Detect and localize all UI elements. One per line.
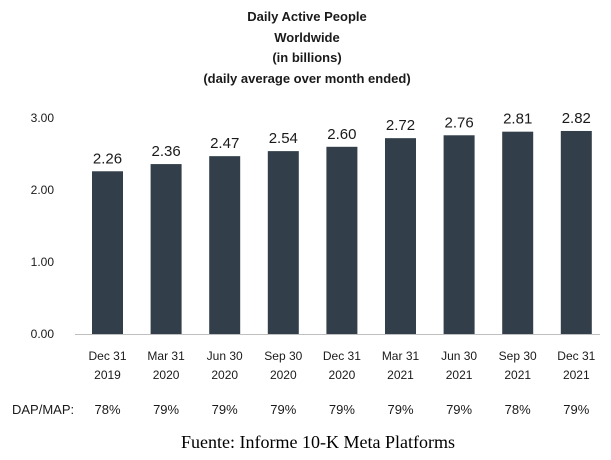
- x-tick-label: Jun 30: [441, 349, 477, 363]
- x-tick-label: Mar 31: [382, 349, 420, 363]
- x-tick-label: 2020: [270, 368, 297, 382]
- x-tick-label: Dec 31: [557, 349, 595, 363]
- x-tick-label: 2020: [153, 368, 180, 382]
- x-tick-label: 2020: [329, 368, 356, 382]
- y-tick-label: 1.00: [31, 255, 55, 269]
- bar-value-label: 2.54: [269, 130, 298, 147]
- bar: [502, 131, 534, 334]
- bar-value-label: 2.60: [327, 126, 356, 143]
- ratio-value: 79%: [387, 402, 413, 417]
- x-tick-label: Mar 31: [147, 349, 185, 363]
- y-tick-label: 2.00: [31, 183, 55, 197]
- source-note: Fuente: Informe 10-K Meta Platforms: [181, 432, 455, 452]
- x-tick-label: 2020: [211, 368, 238, 382]
- chart-title-line: (in billions): [272, 50, 341, 65]
- ratio-value: 78%: [505, 402, 531, 417]
- bar-value-label: 2.26: [93, 150, 122, 167]
- ratio-value: 79%: [446, 402, 472, 417]
- bar-value-label: 2.81: [503, 111, 532, 128]
- bar-value-label: 2.47: [210, 135, 239, 152]
- y-tick-label: 3.00: [31, 111, 55, 125]
- bar-value-label: 2.72: [386, 117, 415, 134]
- bar-series: 2.26 2.36 2.47 2.54 2.60 2.72 2.76 2.81 2.82: [92, 110, 592, 334]
- ratio-value: 79%: [329, 402, 355, 417]
- y-axis: 0.00 1.00 2.00 3.00: [31, 111, 55, 341]
- x-tick-label: 2021: [446, 368, 473, 382]
- bar: [385, 138, 416, 334]
- x-axis: Dec 31 2019 Mar 31 2020 Jun 30 2020 Sep 30 2020…: [75, 334, 600, 382]
- bar: [92, 171, 123, 334]
- x-tick-label: Dec 31: [88, 349, 126, 363]
- chart-title-line: Worldwide: [274, 30, 339, 45]
- chart-title-line: (daily average over month ended): [203, 71, 410, 86]
- bar: [150, 164, 182, 334]
- chart-title: Daily Active People Worldwide (in billions…: [203, 9, 410, 86]
- ratio-value: 78%: [94, 402, 120, 417]
- ratio-value: 79%: [153, 402, 179, 417]
- y-tick-label: 0.00: [31, 327, 55, 341]
- x-tick-label: 2021: [504, 368, 531, 382]
- x-tick-label: 2019: [94, 368, 121, 382]
- x-tick-label: Dec 31: [323, 349, 361, 363]
- bar: [326, 146, 358, 334]
- x-tick-label: Jun 30: [207, 349, 243, 363]
- bar: [209, 156, 241, 334]
- x-tick-label: Sep 30: [264, 349, 302, 363]
- ratio-row-label: DAP/MAP:: [12, 402, 74, 417]
- dap-map-ratio-row: DAP/MAP: 78% 79% 79% 79% 79% 79% 79% 78% 79%: [12, 402, 590, 417]
- bar: [560, 130, 592, 334]
- bar: [443, 135, 475, 334]
- bar: [267, 151, 299, 334]
- ratio-value: 79%: [563, 402, 589, 417]
- bar-value-label: 2.82: [562, 110, 591, 127]
- ratio-value: 79%: [270, 402, 296, 417]
- x-tick-label: 2021: [387, 368, 414, 382]
- bar-value-label: 2.36: [151, 143, 180, 160]
- chart-title-line: Daily Active People: [247, 9, 366, 24]
- x-tick-label: 2021: [563, 368, 590, 382]
- bar-value-label: 2.76: [444, 114, 473, 131]
- ratio-value: 79%: [212, 402, 238, 417]
- x-tick-label: Sep 30: [499, 349, 537, 363]
